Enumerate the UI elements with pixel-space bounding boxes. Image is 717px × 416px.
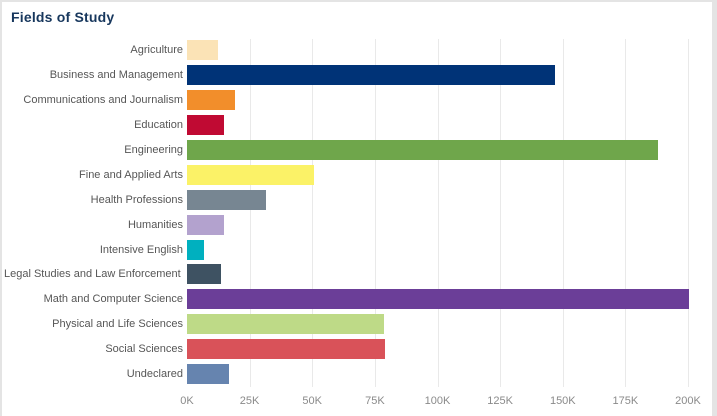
category-label-legal-studies-and-law-enforcement: Legal Studies and Law Enforcement: [4, 268, 181, 281]
bar-row: Undeclared: [2, 362, 712, 387]
gridline-200K: [688, 39, 689, 387]
bar-fine-and-applied-arts[interactable]: [187, 164, 314, 185]
category-label-business-and-management: Business and Management: [49, 69, 183, 82]
bar-track: [187, 214, 712, 235]
bar-row: Communications and Journalism: [2, 88, 712, 113]
bar-row: Agriculture: [2, 38, 712, 63]
bar-business-and-management[interactable]: [187, 65, 556, 86]
bar-humanities[interactable]: [187, 214, 224, 235]
category-label-communications-and-journalism: Communications and Journalism: [23, 94, 183, 107]
bar-row: Fine and Applied Arts: [2, 162, 712, 187]
x-tick-200K: 200K: [675, 395, 701, 407]
bar-undeclared[interactable]: [187, 364, 230, 385]
category-label-math-and-computer-science: Math and Computer Science: [43, 293, 183, 306]
category-label-health-professions: Health Professions: [90, 193, 183, 206]
bar-track: [187, 314, 712, 335]
bar-agriculture[interactable]: [187, 40, 219, 61]
bar-rows: Agriculture Business and Management Commun…: [2, 38, 712, 386]
category-label-humanities: Humanities: [127, 218, 183, 231]
bar-engineering[interactable]: [187, 140, 658, 160]
x-tick-0K: 0K: [180, 395, 194, 407]
category-label-intensive-english: Intensive English: [99, 243, 183, 256]
bar-track: [187, 239, 712, 260]
x-tick-150K: 150K: [549, 395, 576, 407]
bar-track: [187, 364, 712, 385]
gridline-75K: [374, 39, 376, 387]
x-axis: 0K 25K 50K 75K 100K 125K 150K 175K 200K: [180, 395, 709, 411]
bar-row: Health Professions: [2, 187, 712, 212]
bar-row: Legal Studies and Law Enforcement: [2, 262, 712, 287]
x-tick-25K: 25K: [239, 395, 260, 407]
category-label-agriculture: Agriculture: [130, 44, 183, 57]
bar-track: [187, 289, 712, 310]
bar-row: Social Sciences: [2, 337, 712, 362]
bar-track: [187, 339, 712, 360]
bar-row: Humanities: [2, 212, 712, 237]
bar-communications-and-journalism[interactable]: [187, 90, 235, 111]
bar-row: Physical and Life Sciences: [2, 312, 712, 337]
bar-health-professions[interactable]: [187, 189, 266, 210]
bar-social-sciences[interactable]: [187, 339, 385, 360]
x-tick-75K: 75K: [365, 395, 385, 407]
gridline-125K: [500, 39, 502, 387]
bar-track: [187, 115, 712, 136]
bar-row: Engineering: [2, 138, 712, 163]
bar-intensive-english[interactable]: [187, 239, 204, 260]
bar-track: [187, 65, 712, 86]
bar-math-and-computer-science[interactable]: [187, 289, 690, 310]
bar-row: Education: [2, 113, 712, 138]
category-label-undeclared: Undeclared: [126, 368, 183, 381]
bar-legal-studies-and-law-enforcement[interactable]: [187, 264, 222, 285]
bar-row: Math and Computer Science: [2, 287, 712, 312]
x-tick-125K: 125K: [487, 395, 513, 407]
bar-row: Intensive English: [2, 237, 712, 262]
bar-row: Business and Management: [2, 63, 712, 88]
category-label-fine-and-applied-arts: Fine and Applied Arts: [79, 168, 183, 181]
gridline-layer: [187, 39, 709, 387]
x-tick-175K: 175K: [612, 395, 639, 407]
category-label-physical-and-life-sciences: Physical and Life Sciences: [52, 318, 183, 331]
bar-track: [187, 90, 712, 111]
category-label-engineering: Engineering: [124, 144, 183, 156]
category-label-social-sciences: Social Sciences: [105, 343, 183, 356]
gridline-50K: [312, 39, 314, 387]
bar-track: [187, 164, 712, 185]
x-tick-50K: 50K: [302, 395, 322, 407]
bar-track: [187, 189, 712, 210]
bar-track: [187, 264, 712, 285]
bar-track: [187, 140, 712, 160]
bar-track: [187, 40, 712, 61]
category-label-education: Education: [134, 119, 183, 132]
gridline-100K: [437, 39, 439, 387]
chart-title: Fields of Study: [11, 9, 115, 25]
bar-physical-and-life-sciences[interactable]: [187, 314, 385, 335]
gridline-150K: [562, 39, 564, 387]
gridline-25K: [249, 39, 251, 387]
gridline-175K: [625, 39, 627, 387]
bar-education[interactable]: [187, 115, 224, 136]
x-tick-100K: 100K: [424, 395, 451, 407]
